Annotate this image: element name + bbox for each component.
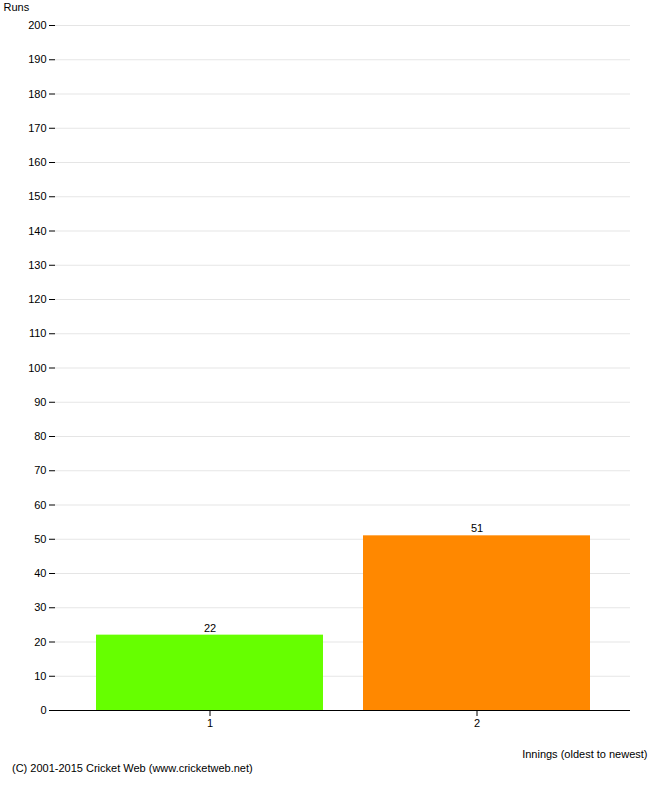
svg-text:120: 120 xyxy=(28,293,46,305)
svg-text:100: 100 xyxy=(28,362,46,374)
svg-text:150: 150 xyxy=(28,190,46,202)
svg-text:140: 140 xyxy=(28,225,46,237)
svg-text:10: 10 xyxy=(34,670,46,682)
svg-text:40: 40 xyxy=(34,567,46,579)
svg-text:51: 51 xyxy=(471,522,483,534)
svg-text:170: 170 xyxy=(28,122,46,134)
svg-text:Runs: Runs xyxy=(4,1,30,13)
svg-text:Innings (oldest to newest): Innings (oldest to newest) xyxy=(522,748,647,760)
svg-text:2: 2 xyxy=(474,717,480,729)
svg-text:200: 200 xyxy=(28,19,46,31)
svg-text:20: 20 xyxy=(34,636,46,648)
html-text:(C) 2001-2015 Cricket Web (www: (C) 2001-2015 Cricket Web (www.cricketwe… xyxy=(12,762,253,774)
svg-text:50: 50 xyxy=(34,533,46,545)
svg-text:110: 110 xyxy=(29,327,47,339)
svg-text:80: 80 xyxy=(34,430,46,442)
svg-text:190: 190 xyxy=(28,53,46,65)
svg-text:30: 30 xyxy=(34,601,46,613)
svg-text:90: 90 xyxy=(34,396,46,408)
svg-text:22: 22 xyxy=(204,622,216,634)
svg-text:0: 0 xyxy=(40,704,46,716)
svg-text:60: 60 xyxy=(34,499,46,511)
svg-text:1: 1 xyxy=(207,717,213,729)
svg-text:180: 180 xyxy=(28,88,46,100)
svg-text:160: 160 xyxy=(28,156,46,168)
svg-text:70: 70 xyxy=(34,464,46,476)
svg-text:130: 130 xyxy=(28,259,46,271)
